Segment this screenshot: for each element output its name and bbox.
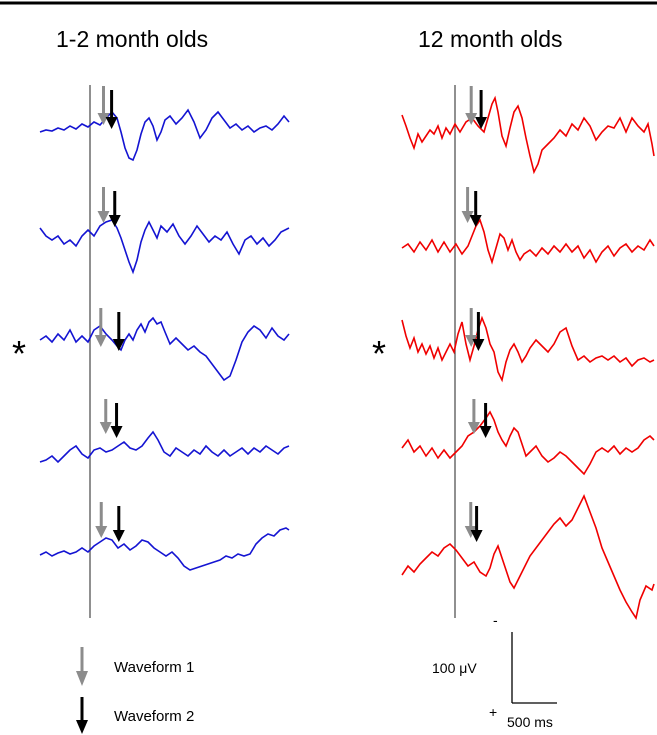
waveform-1-arrow-icon <box>76 671 88 686</box>
erp-trace-older-1 <box>401 95 655 175</box>
erp-trace-young-3 <box>39 316 290 382</box>
waveform-2-arrow-icon <box>112 530 125 542</box>
waveform-2-arrow-icon <box>469 215 482 227</box>
young-group-traces <box>39 108 290 571</box>
waveform-2-arrow-icon <box>470 530 483 542</box>
waveform-2-arrow-icon <box>472 339 485 351</box>
scale-bar-minus-label: - <box>493 612 498 628</box>
waveform-1-arrow-icon <box>464 526 477 538</box>
waveform-1-arrow-icon <box>94 335 107 347</box>
waveform-2-arrow-icon <box>479 426 492 438</box>
waveform-1-arrow-icon <box>461 211 474 223</box>
waveform-2-arrow-icon <box>108 215 121 227</box>
asterisk-marker-right: * <box>372 333 386 374</box>
erp-trace-young-1 <box>39 108 290 162</box>
legend-label-waveform-1: Waveform 1 <box>114 659 194 676</box>
waveform-2-arrow-icon <box>110 426 123 438</box>
scale-bar-voltage-label: 100 μV <box>432 660 477 676</box>
waveform-1-arrow-icon <box>97 113 110 125</box>
waveform-1-arrow-icon <box>465 335 478 347</box>
waveform-2-arrow-icon <box>475 117 488 129</box>
erp-trace-older-4 <box>401 410 655 476</box>
legend-label-waveform-2: Waveform 2 <box>114 708 194 725</box>
waveform-2-arrow-icon <box>105 117 118 129</box>
title-young-group: 1-2 month olds <box>56 26 208 52</box>
erp-trace-young-5 <box>39 527 290 571</box>
legend: Waveform 1 Waveform 2 <box>76 647 194 734</box>
erp-trace-older-3 <box>401 315 655 383</box>
scale-bar-plus-label: + <box>489 704 497 720</box>
waveform-1-arrow-icon <box>465 113 478 125</box>
asterisk-marker-left: * <box>12 333 26 374</box>
erp-trace-older-2 <box>401 218 655 265</box>
erp-trace-young-2 <box>39 219 290 275</box>
scale-bar-time-label: 500 ms <box>507 714 553 730</box>
waveform-1-arrow-icon <box>467 422 480 434</box>
erp-trace-young-4 <box>39 430 290 464</box>
older-group-traces <box>401 95 655 621</box>
waveform-arrows <box>94 86 492 542</box>
waveform-1-arrow-icon <box>95 526 108 538</box>
waveform-1-arrow-icon <box>97 211 110 223</box>
title-older-group: 12 month olds <box>418 26 562 52</box>
waveform-1-arrow-icon <box>99 422 112 434</box>
erp-trace-older-5 <box>401 494 655 621</box>
scale-bar: - 100 μV + 500 ms <box>432 612 557 730</box>
waveform-2-arrow-icon <box>112 339 125 351</box>
waveform-2-arrow-icon <box>76 720 88 734</box>
